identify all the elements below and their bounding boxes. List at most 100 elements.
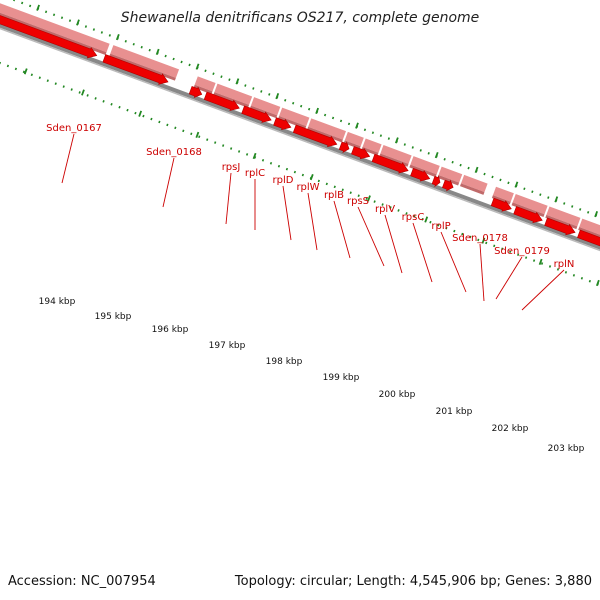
scale-dot: [54, 82, 57, 85]
ruler-dot: [100, 31, 103, 34]
gene-arrow[interactable]: [203, 91, 242, 114]
label-layer: 194 kbp 195 kbp 196 kbp 197 kbp 198 kbp 199 k…: [39, 123, 585, 454]
gene-arrow[interactable]: [241, 104, 273, 125]
scale-dot: [261, 158, 265, 162]
gene-arrow[interactable]: [188, 85, 204, 99]
gene-block[interactable]: [194, 76, 216, 92]
gene-arrow[interactable]: [431, 175, 442, 188]
gene-arrow[interactable]: [273, 116, 293, 132]
accession-text: Accession: NC_007954: [8, 574, 156, 589]
gene-block[interactable]: [250, 97, 281, 116]
gene-arrow[interactable]: [410, 167, 432, 184]
gene-arrow[interactable]: [0, 0, 99, 61]
gene-leader-line: [225, 172, 232, 225]
gene-arrow[interactable]: [371, 153, 411, 176]
scale-dot: [445, 226, 448, 230]
scale-dot: [237, 150, 241, 153]
gene-arrow[interactable]: [513, 205, 544, 225]
ruler-dot: [84, 25, 88, 28]
scale-dot: [493, 244, 496, 248]
gene-block[interactable]: [214, 83, 253, 105]
backbone-shadow: [0, 10, 600, 262]
gene-block[interactable]: [362, 138, 382, 153]
ruler-dot: [347, 122, 351, 126]
ruler-major-tick: [474, 166, 479, 174]
scale-dot: [540, 262, 544, 265]
gene-block[interactable]: [512, 193, 548, 215]
gene-label[interactable]: Sden_0167: [46, 123, 102, 134]
scale-tick-label: 200 kbp: [379, 390, 416, 400]
scale-dot: [142, 114, 145, 118]
gene-label[interactable]: Sden_0179: [494, 246, 550, 257]
scale-dot: [46, 79, 49, 82]
scale-major-tick: [481, 237, 486, 244]
gene-block[interactable]: [579, 218, 600, 248]
ruler-dot: [331, 116, 335, 120]
scale-dot: [94, 97, 97, 100]
gene-block[interactable]: [308, 118, 346, 140]
ruler-dot: [339, 119, 343, 123]
gene-arrow[interactable]: [102, 53, 170, 87]
gene-label[interactable]: rplW: [296, 182, 319, 193]
scale-dot: [118, 105, 121, 109]
gene-leader-line: [307, 192, 318, 251]
gene-block[interactable]: [110, 45, 180, 78]
scale-dot: [564, 271, 568, 274]
ruler-dot: [587, 211, 590, 214]
gene-arrow[interactable]: [338, 141, 351, 154]
gene-arrow[interactable]: [292, 124, 339, 150]
gene-arrow[interactable]: [577, 229, 600, 259]
ruler-dot: [92, 28, 96, 31]
gene-block[interactable]: [380, 145, 412, 164]
gene-block-shade: [409, 164, 437, 178]
gene-label[interactable]: Sden_0168: [146, 147, 202, 158]
scale-dot: [70, 88, 73, 91]
scale-dot: [373, 200, 376, 203]
scale-major-tick: [195, 131, 200, 138]
scale-tick-label: 199 kbp: [323, 373, 360, 383]
ruler-dot: [563, 202, 566, 205]
gene-label[interactable]: rplN: [554, 259, 575, 270]
gene-block[interactable]: [461, 174, 488, 193]
gene-block[interactable]: [492, 186, 514, 202]
gene-block[interactable]: [0, 0, 110, 53]
gene-arrow[interactable]: [544, 217, 577, 238]
ruler-dot: [220, 75, 223, 79]
scale-major-tick: [81, 89, 85, 96]
scale-dot: [588, 279, 592, 283]
scale-tick-label: 196 kbp: [152, 325, 189, 335]
gene-label[interactable]: rpsJ: [222, 162, 241, 173]
gene-block[interactable]: [410, 156, 440, 175]
ruler-major-tick: [195, 63, 200, 70]
scale-dot: [516, 253, 520, 256]
ruler-dot: [467, 166, 470, 170]
gene-leader-line: [61, 133, 75, 184]
gene-block-shade: [459, 183, 485, 195]
gene-block[interactable]: [546, 206, 581, 227]
backbone-line: [0, 6, 600, 261]
scale-dot: [556, 268, 560, 271]
gene-label[interactable]: rpsS: [347, 196, 369, 207]
gene-arrow[interactable]: [490, 197, 514, 214]
gene-arrow[interactable]: [441, 179, 455, 193]
gene-label[interactable]: rplP: [431, 221, 450, 232]
scale-dot: [293, 170, 297, 174]
ruler-dot: [180, 60, 183, 64]
gene-label[interactable]: rplD: [273, 175, 294, 186]
gene-label[interactable]: Sden_0178: [452, 233, 508, 244]
ruler-dot: [140, 45, 143, 49]
gene-label[interactable]: rplV: [375, 204, 395, 215]
ruler-dot: [419, 149, 422, 152]
ruler-major-tick: [394, 137, 399, 144]
ruler-major-tick: [554, 196, 559, 203]
gene-block[interactable]: [279, 107, 310, 127]
gene-label[interactable]: rpsC: [402, 212, 425, 223]
gene-block[interactable]: [438, 166, 463, 183]
gene-label[interactable]: rplB: [324, 190, 344, 201]
ruler-dot: [308, 107, 311, 111]
gene-arrow[interactable]: [351, 145, 372, 162]
ruler-dot: [164, 54, 167, 58]
gene-label[interactable]: rplC: [245, 168, 265, 179]
gene-block[interactable]: [344, 131, 364, 147]
